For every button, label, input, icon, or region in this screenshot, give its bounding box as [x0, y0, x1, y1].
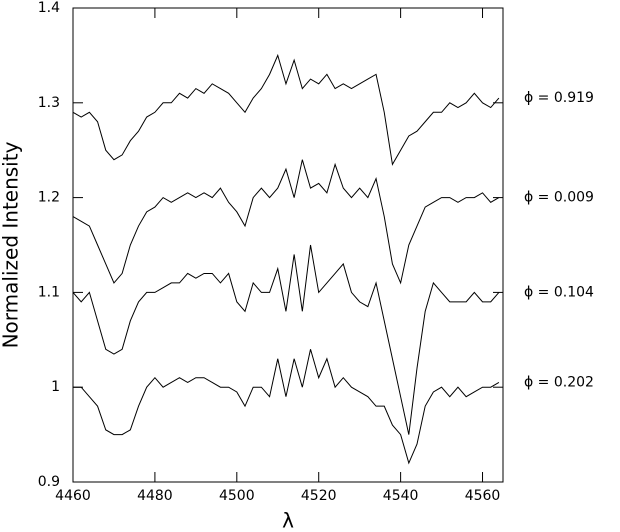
x-tick-label: 4460 — [55, 488, 91, 504]
x-tick-label: 4480 — [137, 488, 173, 504]
x-tick-label: 4540 — [383, 488, 419, 504]
plot-frame — [72, 7, 504, 483]
y-axis-label: Normalized Intensity — [0, 141, 23, 348]
x-tick-label: 4560 — [465, 488, 501, 504]
spectrum-line — [73, 349, 500, 465]
y-tick-label: 1.4 — [38, 0, 60, 16]
series-label: ϕ = 0.009 — [524, 190, 594, 206]
series-label: ϕ = 0.104 — [524, 284, 594, 300]
y-tick-label: 1.3 — [38, 95, 60, 111]
y-tick-label: 1 — [51, 379, 60, 395]
x-tick-label: 4520 — [301, 488, 337, 504]
y-tick-label: 1.1 — [38, 284, 60, 300]
x-tick-label: 4500 — [219, 488, 255, 504]
series-label: ϕ = 0.919 — [524, 90, 594, 106]
spectrum-line — [72, 159, 500, 285]
series-label: ϕ = 0.202 — [524, 374, 594, 390]
x-axis-label: λ — [282, 509, 294, 532]
spectrum-line — [72, 244, 500, 435]
y-tick-label: 1.2 — [38, 190, 60, 206]
y-tick-label: 0.9 — [38, 474, 60, 490]
spectrum-line — [72, 53, 500, 166]
